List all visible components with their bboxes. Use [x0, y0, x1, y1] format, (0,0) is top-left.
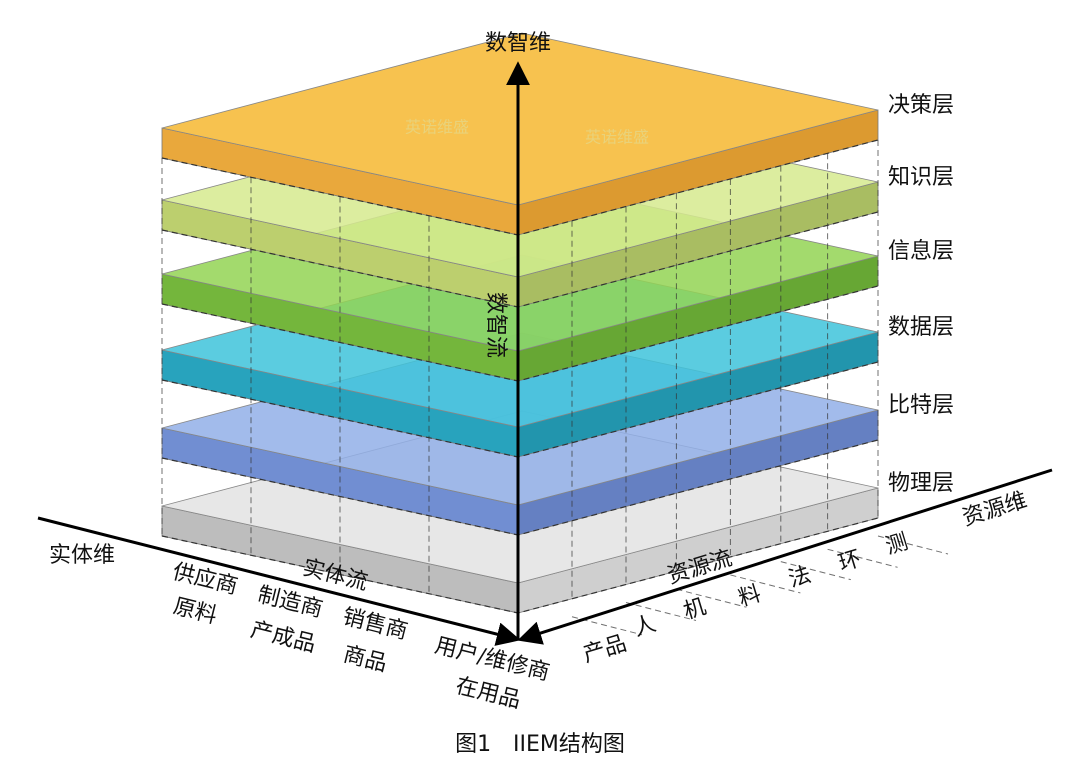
layer-label: 物理层: [888, 471, 954, 496]
guide-line: [625, 602, 697, 621]
guide-line: [827, 548, 898, 568]
caption: 图1 IIEM结构图: [455, 732, 625, 757]
guide-line: [730, 574, 801, 594]
watermark: 英诺维盛: [405, 118, 469, 137]
axis-label: 数智维: [485, 31, 551, 56]
entity-role: 用户/维修商: [432, 633, 552, 686]
entity-item: 产成品: [248, 617, 318, 657]
resource-item: 机: [681, 594, 709, 624]
layer-label: 数据层: [888, 315, 954, 340]
guide-line: [877, 535, 949, 555]
flow-label: 数智流: [483, 292, 508, 358]
axis-label: 实体维: [49, 543, 115, 568]
layer-label: 比特层: [888, 393, 954, 418]
guide-line: [780, 561, 851, 581]
entity-item: 商品: [341, 642, 390, 677]
guide-line: [676, 588, 747, 608]
layer-label: 知识层: [888, 165, 954, 190]
layer-label: 信息层: [888, 239, 954, 264]
entity-axis: [37, 516, 521, 646]
resource-item: 法: [786, 562, 814, 592]
guide-lines: [161, 140, 949, 636]
resource-item: 测: [883, 529, 911, 559]
entity-item: 原料: [171, 594, 220, 629]
resource-item: 料: [736, 581, 764, 611]
resource-item: 产品: [580, 631, 629, 668]
watermark: 英诺维盛: [585, 128, 649, 147]
axis-label: 资源维: [960, 488, 1030, 531]
resource-axis: [517, 468, 1053, 645]
layer-label: 决策层: [888, 93, 954, 118]
resource-item: 人: [631, 611, 659, 641]
layer-top: [161, 32, 879, 206]
layers: [161, 32, 879, 614]
resource-item: 环: [836, 546, 864, 576]
entity-item: 在用品: [453, 673, 523, 713]
